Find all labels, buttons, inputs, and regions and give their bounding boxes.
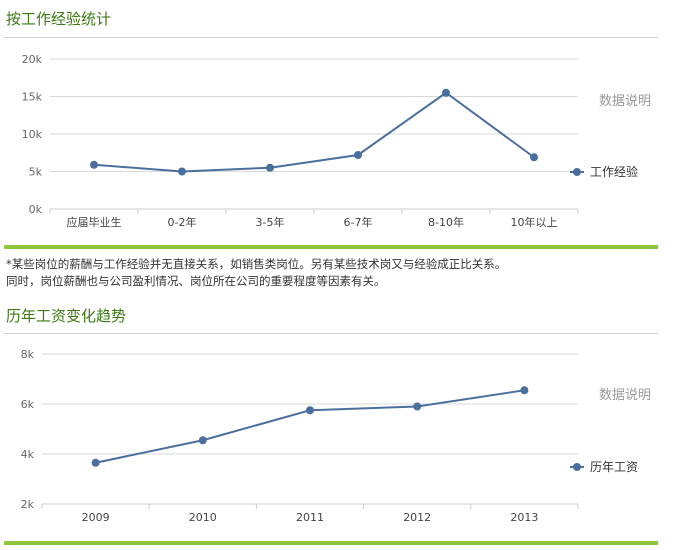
y-tick-label: 20k xyxy=(22,53,43,66)
x-tick-label: 应届毕业生 xyxy=(67,215,122,229)
x-tick-label: 2010 xyxy=(189,511,217,524)
x-tick-label: 6-7年 xyxy=(344,215,373,229)
legend-label: 工作经验 xyxy=(590,164,638,179)
section-title-experience: 按工作经验统计 xyxy=(6,10,112,28)
x-tick-label: 2009 xyxy=(82,511,110,524)
y-tick-label: 15k xyxy=(22,91,43,104)
title-divider xyxy=(4,37,658,38)
legend-label: 历年工资 xyxy=(590,460,638,474)
salary-trend-line-chart: 2k 4k 6k 8k 2009 2010 2011 2012 2013 历年工资 数据说明 xyxy=(21,348,651,524)
data-point xyxy=(91,458,100,467)
data-point xyxy=(413,402,422,411)
series-line xyxy=(95,389,525,464)
y-tick-label: 0k xyxy=(29,203,43,216)
green-divider xyxy=(4,541,658,545)
experience-line-chart: 0k 5k 10k 15k 20k 应届毕业生 0-2年 3-5年 6-7年 8-10年 10年以上… xyxy=(22,53,651,229)
data-point xyxy=(306,406,314,415)
note-line-2: 同时，岗位薪酬也与公司盈利情况、岗位所在公司的重要程度等因素有关。 xyxy=(6,274,386,288)
legend-marker xyxy=(573,463,581,471)
y-tick-label: 6k xyxy=(21,398,35,411)
green-divider xyxy=(4,245,658,249)
y-tick-label: 4k xyxy=(21,448,35,461)
y-tick-label: 8k xyxy=(21,348,35,361)
y-tick-label: 10k xyxy=(22,128,43,141)
section-title-trend: 历年工资变化趋势 xyxy=(6,307,127,325)
x-tick-label: 2012 xyxy=(403,511,431,524)
data-description-label: 数据说明 xyxy=(599,388,651,403)
data-point xyxy=(90,160,98,169)
x-tick-label: 8-10年 xyxy=(428,215,464,229)
data-point xyxy=(178,167,186,176)
data-point xyxy=(266,163,274,172)
title-divider xyxy=(4,333,658,334)
x-tick-label: 2011 xyxy=(296,511,324,524)
data-point xyxy=(442,88,450,97)
note-line-1: *某些岗位的薪酬与工作经验并无直接关系，如销售类岗位。另有某些技术岗又与经验成正… xyxy=(6,257,507,271)
x-tick-label: 3-5年 xyxy=(256,215,285,229)
data-point xyxy=(354,151,362,159)
data-point xyxy=(530,153,538,162)
y-tick-label: 5k xyxy=(29,166,43,179)
x-tick-label: 10年以上 xyxy=(511,215,558,229)
data-point xyxy=(520,386,529,395)
data-point xyxy=(198,436,207,445)
x-tick-label: 2013 xyxy=(510,511,538,524)
legend-marker xyxy=(573,168,581,176)
series-line xyxy=(93,91,535,173)
data-description-label: 数据说明 xyxy=(599,94,651,109)
x-tick-label: 0-2年 xyxy=(168,215,197,229)
y-tick-label: 2k xyxy=(21,498,35,511)
